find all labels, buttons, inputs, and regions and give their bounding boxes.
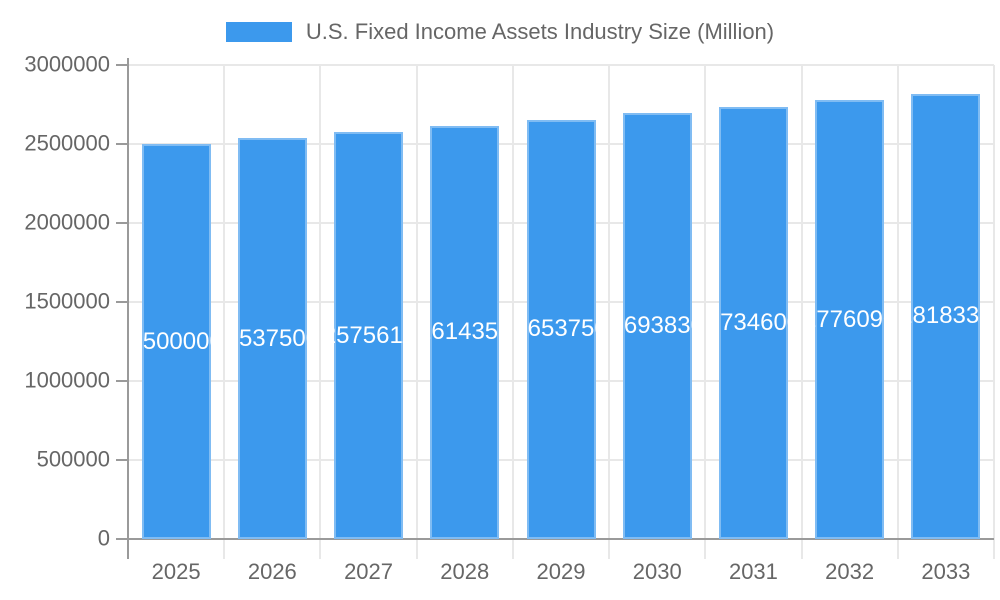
x-tick-label: 2033 [921,559,971,584]
y-tick-mark [116,459,128,461]
y-tick-label: 500000 [36,446,110,472]
x-tick-mark [704,539,707,559]
x-gridline [704,65,707,539]
bar-value-label: 2575611 [334,321,403,349]
x-tick-mark [608,539,611,559]
y-gridline [128,64,994,66]
bar[interactable]: 2614350 [430,125,500,539]
x-tick-label: 2028 [440,559,490,584]
x-tick-mark [800,539,803,559]
x-tick-mark [415,539,418,559]
bar-value-label: 2614350 [430,318,499,346]
y-tick-label: 1500000 [24,288,110,314]
y-tick-label: 2000000 [24,209,110,235]
x-tick-label: 2027 [344,559,394,584]
bar-value-label: 2818330 [911,302,980,330]
x-tick-label: 2031 [728,559,778,584]
x-gridline [511,65,514,539]
bar[interactable]: 2776090 [815,100,885,539]
x-gridline [319,65,322,539]
bar[interactable]: 2818330 [911,93,981,539]
y-tick-mark [116,64,128,66]
y-axis-line [127,58,129,559]
x-gridline [800,65,803,539]
x-tick-label: 2026 [247,559,297,584]
y-tick-label: 0 [97,525,110,551]
bar[interactable]: 2693830 [622,113,692,539]
bar[interactable]: 2575611 [334,132,404,539]
bar[interactable]: 2734600 [718,106,788,539]
y-tick-label: 1000000 [24,367,110,393]
x-gridline [993,65,995,539]
y-tick-label: 3000000 [24,51,110,77]
x-gridline [223,65,226,539]
x-tick-mark [993,539,995,559]
x-tick-mark [319,539,322,559]
bar[interactable]: 2537500 [237,138,307,539]
x-axis-line [116,538,994,540]
x-gridline [415,65,418,539]
x-gridline [608,65,611,539]
x-tick-mark [223,539,226,559]
y-tick-mark [116,222,128,224]
y-tick-mark [116,301,128,303]
x-tick-label: 2030 [632,559,682,584]
x-tick-label: 2025 [151,559,201,584]
y-tick-mark [116,143,128,145]
bar-value-label: 2500000 [142,327,211,355]
bar[interactable]: 2653750 [526,119,596,539]
x-tick-label: 2032 [825,559,875,584]
x-tick-mark [896,539,899,559]
bar-value-label: 2734600 [719,308,788,336]
chart-legend[interactable]: U.S. Fixed Income Assets Industry Size (… [0,18,1000,46]
bar[interactable]: 2500000 [141,144,211,539]
legend-swatch-icon [225,22,292,42]
bar-value-label: 2653750 [527,315,596,343]
legend-label: U.S. Fixed Income Assets Industry Size (… [305,19,775,44]
x-tick-mark [511,539,514,559]
bar-value-label: 2776090 [815,305,884,333]
bar-value-label: 2693830 [623,312,692,340]
y-tick-mark [116,380,128,382]
bar-value-label: 2537500 [238,324,307,352]
x-tick-label: 2029 [536,559,586,584]
y-tick-label: 2500000 [24,130,110,156]
x-gridline [896,65,899,539]
